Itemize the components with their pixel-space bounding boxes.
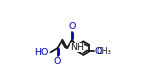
Text: O: O: [54, 57, 61, 66]
Text: CH₃: CH₃: [97, 47, 112, 56]
Text: O: O: [68, 22, 76, 31]
Text: NH: NH: [70, 43, 84, 52]
Text: O: O: [95, 47, 102, 56]
Text: HO: HO: [34, 48, 48, 57]
